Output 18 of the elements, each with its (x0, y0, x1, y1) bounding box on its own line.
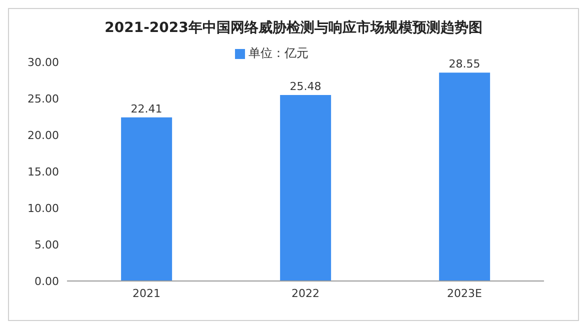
y-tick-label: 5.00 (34, 238, 59, 252)
x-tick-label: 2021 (132, 286, 160, 300)
chart-title: 2021-2023年中国网络威胁检测与响应市场规模预测趋势图 (104, 19, 484, 37)
y-tick-label: 15.00 (28, 165, 59, 178)
legend-label: 单位：亿元 (248, 46, 308, 60)
data-label: 28.55 (448, 58, 480, 71)
x-tick-label: 2022 (292, 286, 320, 300)
y-tick-label: 0.00 (34, 274, 59, 288)
data-label: 25.48 (290, 80, 322, 93)
bar (280, 94, 332, 281)
y-tick-label: 10.00 (28, 202, 59, 215)
data-label: 22.41 (130, 102, 162, 116)
bar (121, 117, 172, 281)
y-tick-label: 20.00 (28, 128, 59, 142)
x-tick-label: 2023E (447, 286, 482, 300)
bar (439, 72, 490, 281)
y-tick-label: 25.00 (28, 92, 59, 106)
y-tick-label: 30.00 (28, 56, 59, 69)
